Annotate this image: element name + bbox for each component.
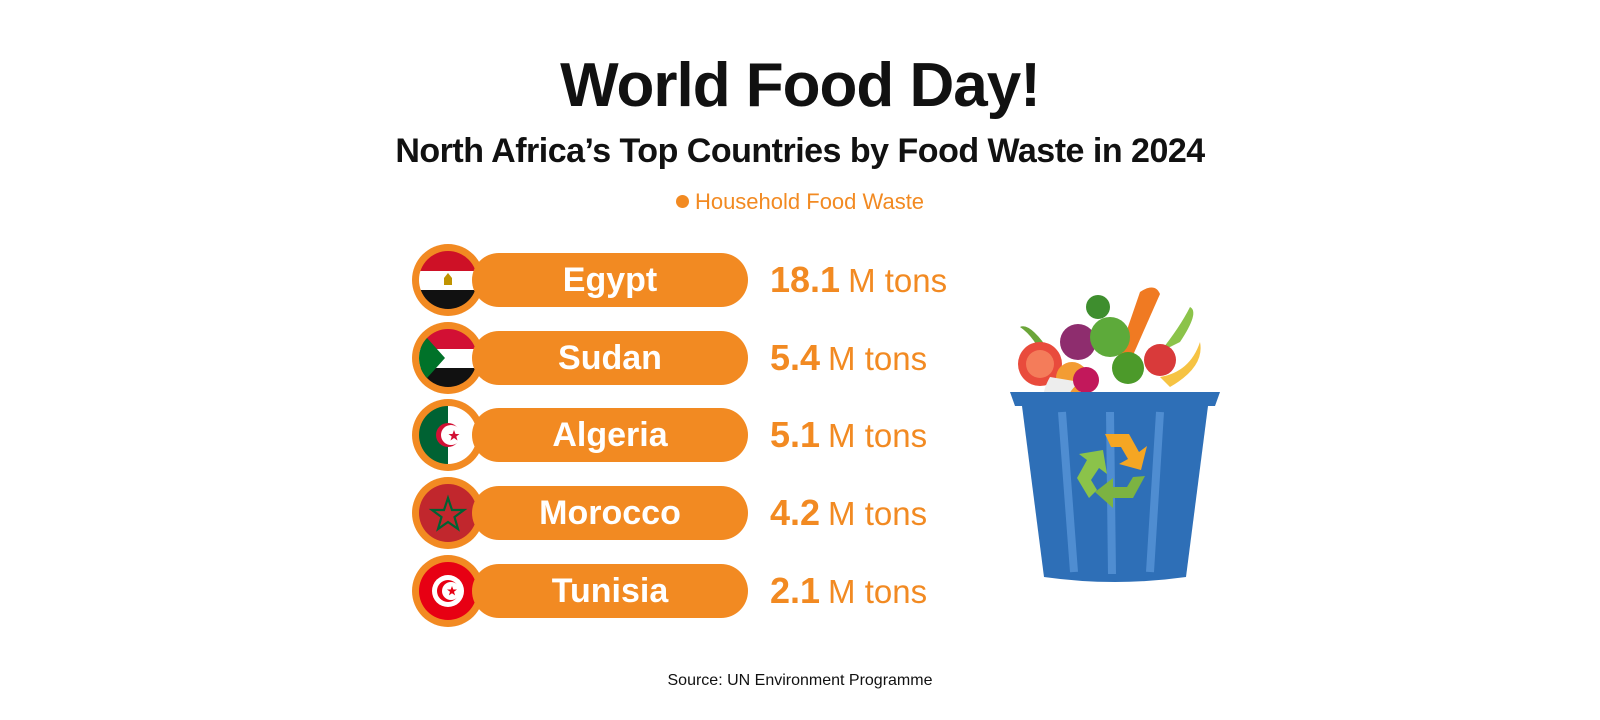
value-unit: M tons (828, 340, 928, 377)
data-label: 4.2 M tons (770, 491, 927, 536)
legend-label: Household Food Waste (694, 189, 925, 214)
bar-label: Tunisia (472, 564, 748, 618)
data-label: 2.1 M tons (770, 569, 927, 614)
sudan-flag-icon (412, 322, 484, 394)
recycle-icon (1077, 434, 1147, 508)
data-label: 5.4 M tons (770, 336, 927, 381)
value-number: 4.2 (770, 492, 821, 533)
country-row-tunisia: Tunisia 2.1 M tons (412, 555, 972, 627)
chart-subtitle: North Africa’s Top Countries by Food Was… (395, 132, 1205, 170)
chart-title: World Food Day! (560, 51, 1041, 120)
legend-marker (675, 195, 689, 208)
value-unit: M tons (848, 262, 948, 299)
bar-label: Sudan (472, 331, 748, 385)
country-row-algeria: Algeria 5.1 M tons (412, 399, 972, 471)
value-unit: M tons (828, 417, 928, 454)
bar-label: Algeria (472, 408, 748, 462)
source-note: Source: UN Environment Programme (667, 672, 933, 689)
bar-label: Egypt (472, 253, 748, 307)
morocco-flag-icon (412, 477, 484, 549)
recycling-bin-illustration (1010, 287, 1220, 582)
value-number: 5.4 (770, 337, 821, 378)
value-unit: M tons (828, 495, 928, 532)
data-label: 18.1 M tons (770, 258, 947, 303)
value-number: 5.1 (770, 414, 821, 455)
country-row-egypt: Egypt 18.1 M tons (412, 244, 972, 316)
country-row-morocco: Morocco 4.2 M tons (412, 477, 972, 549)
value-unit: M tons (828, 573, 928, 610)
country-row-sudan: Sudan 5.4 M tons (412, 322, 972, 394)
value-number: 2.1 (770, 570, 821, 611)
legend: Household Food Waste (0, 189, 1600, 215)
bar-label: Morocco (472, 486, 748, 540)
vegetables-icon (1018, 287, 1201, 417)
data-label: 5.1 M tons (770, 413, 927, 458)
value-number: 18.1 (770, 259, 841, 300)
